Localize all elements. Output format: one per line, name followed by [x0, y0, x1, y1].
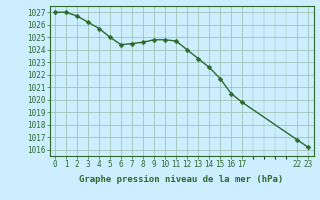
X-axis label: Graphe pression niveau de la mer (hPa): Graphe pression niveau de la mer (hPa) [79, 175, 284, 184]
